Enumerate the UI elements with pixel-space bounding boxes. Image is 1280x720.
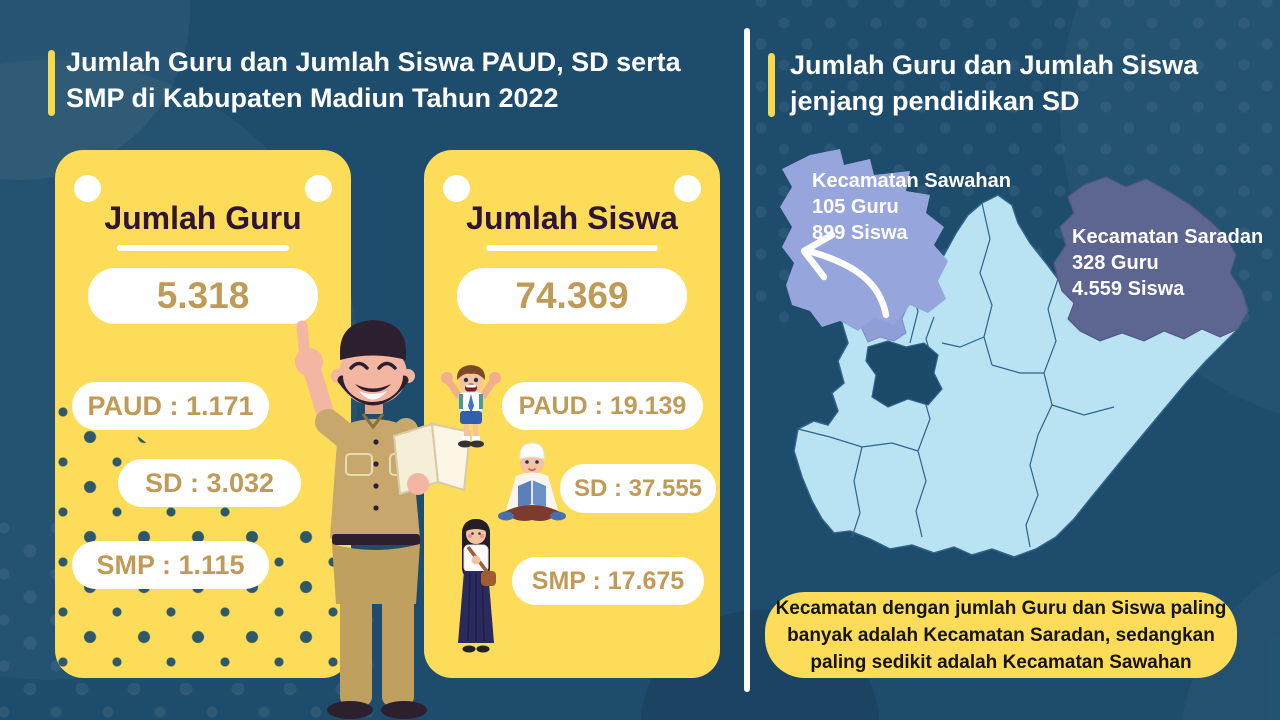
madiun-map [780,149,1249,558]
punch-hole [443,175,470,202]
right-panel-title: Jumlah Guru dan Jumlah Siswa jenjang pen… [790,47,1198,119]
sawahan-name: Kecamatan Sawahan [812,170,1011,192]
sawahan-zoom-shape [780,149,948,331]
sawahan-label: Kecamatan Sawahan 105 Guru 899 Siswa [812,168,1011,246]
card-underline [486,245,658,251]
punch-hole [74,175,101,202]
panel-divider [744,28,750,692]
siswa-sd-value: SD : 37.555 [560,464,716,513]
right-title-line2: jenjang pendidikan SD [790,86,1080,116]
right-title-line1: Jumlah Guru dan Jumlah Siswa [790,50,1199,80]
title-accent-bar [768,53,775,117]
conclusion-note: Kecamatan dengan jumlah Guru dan Siswa p… [765,592,1237,678]
sawahan-guru: 105 Guru [812,196,899,218]
saradan-label: Kecamatan Saradan 328 Guru 4.559 Siswa [1072,224,1263,302]
card-underline [117,245,289,251]
siswa-total-value: 74.369 [457,268,687,324]
saradan-region [1053,176,1249,342]
siswa-card-title: Jumlah Siswa [466,200,678,236]
teacher-illustration [295,320,472,719]
note-line2: banyak adalah Kecamatan Saradan, sedangk… [787,624,1215,646]
guru-card-title: Jumlah Guru [104,200,302,236]
smp-student-illustration [458,519,496,653]
saradan-siswa: 4.559 Siswa [1072,278,1185,300]
saradan-guru: 328 Guru [1072,252,1159,274]
left-panel-title: Jumlah Guru dan Jumlah Siswa PAUD, SD se… [66,44,681,116]
paud-student-illustration [441,365,501,448]
kota-madiun-enclave [865,340,943,408]
guru-paud-value: PAUD : 1.171 [72,382,269,430]
siswa-smp-value: SMP : 17.675 [512,557,704,605]
left-title-line1: Jumlah Guru dan Jumlah Siswa PAUD, SD se… [66,47,681,77]
arrow-icon [800,231,890,319]
note-line3: paling sedikit adalah Kecamatan Sawahan [810,651,1192,673]
guru-card: Jumlah Guru 5.318 PAUD : 1.171 SD : 3.03… [55,150,351,678]
guru-total-value: 5.318 [88,268,318,324]
guru-smp-value: SMP : 1.115 [72,541,269,589]
saradan-name: Kecamatan Saradan [1072,226,1264,248]
siswa-paud-value: PAUD : 19.139 [502,382,703,430]
guru-sd-value: SD : 3.032 [118,459,301,507]
punch-hole [674,175,701,202]
punch-hole [305,175,332,202]
title-accent-bar [48,50,55,116]
note-line1: Kecamatan dengan jumlah Guru dan Siswa p… [775,597,1227,619]
sd-student-illustration [498,442,566,521]
sawahan-siswa: 899 Siswa [812,222,908,244]
left-title-line2: SMP di Kabupaten Madiun Tahun 2022 [66,83,559,113]
